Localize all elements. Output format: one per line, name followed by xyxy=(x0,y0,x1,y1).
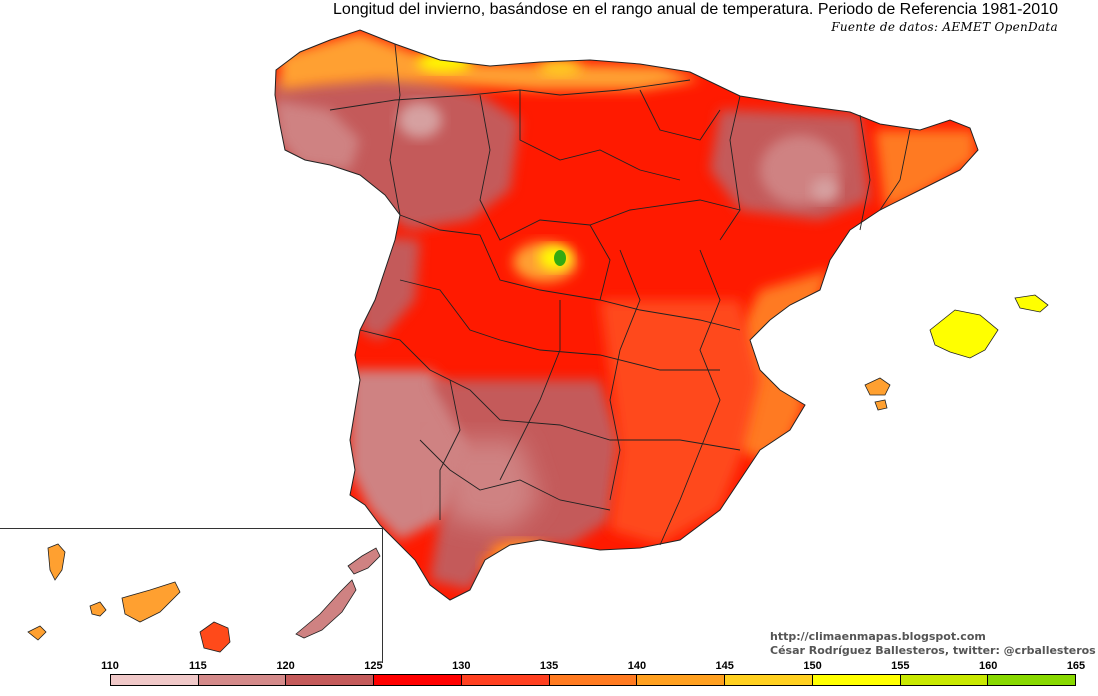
zone-cantabria-yellow xyxy=(538,60,582,76)
zone-zaragoza-pale xyxy=(811,178,839,202)
legend-segment xyxy=(988,675,1076,685)
zone-cadiz-orange xyxy=(481,555,509,575)
legend-segment xyxy=(111,675,199,685)
island-ibiza xyxy=(864,377,891,396)
map-title: Longitud del invierno, basándose en el r… xyxy=(333,1,1058,18)
legend-segment xyxy=(637,675,726,685)
mainland xyxy=(274,29,979,601)
legend-segment xyxy=(374,675,462,685)
zone-central-green xyxy=(554,250,566,266)
mainland-outline xyxy=(274,29,979,601)
legend-tick-label: 120 xyxy=(276,660,295,672)
zone-galicia-pink xyxy=(275,100,360,170)
island-tenerife xyxy=(121,581,181,623)
island-fuerteventura xyxy=(295,579,357,639)
legend-tick-label: 165 xyxy=(1066,660,1086,672)
legend-tick-label: 135 xyxy=(539,660,559,672)
legend-segment xyxy=(812,675,901,685)
legend-segment xyxy=(725,675,813,685)
legend-tick-label: 145 xyxy=(715,660,734,672)
legend-tick-label: 150 xyxy=(803,660,822,672)
island-gran-canaria xyxy=(199,621,231,653)
canary-inset-frame xyxy=(0,528,383,663)
legend-segment xyxy=(461,675,550,685)
legend-tick-label: 130 xyxy=(452,660,471,672)
zone-andalucia-pink xyxy=(440,440,540,530)
legend-segment xyxy=(900,675,989,685)
island-la-palma xyxy=(47,543,66,581)
legend-tick-label: 125 xyxy=(364,660,383,672)
legend-tick-label: 140 xyxy=(627,660,647,672)
zone-catalonia-orange xyxy=(875,130,975,210)
legend-segment xyxy=(198,675,287,685)
data-source: Fuente de datos: AEMET OpenData xyxy=(831,20,1058,34)
legend-tick-label: 160 xyxy=(978,660,998,672)
balearic-islands xyxy=(864,294,1049,411)
blog-credit: http://climaenmapas.blogspot.com xyxy=(770,630,986,643)
province-borders xyxy=(329,43,911,546)
legend-segment xyxy=(549,675,638,685)
island-menorca xyxy=(1014,294,1049,313)
island-lanzarote xyxy=(347,547,381,575)
zone-north-coast-orange xyxy=(280,32,700,90)
legend-bar xyxy=(110,674,1076,686)
island-el-hierro xyxy=(27,625,47,641)
author-credit: César Rodríguez Ballesteros, twitter: @c… xyxy=(770,644,1096,657)
zone-southeast-redorange xyxy=(600,300,760,545)
zone-malaga-orange xyxy=(490,541,550,565)
zone-leon-pale xyxy=(398,102,442,138)
legend-segment xyxy=(286,675,375,685)
legend-tick-label: 115 xyxy=(188,660,207,672)
island-formentera xyxy=(874,399,888,411)
legend-tick-label: 110 xyxy=(101,660,119,672)
island-mallorca xyxy=(929,309,999,359)
canary-islands xyxy=(27,543,381,653)
legend-tick-label: 155 xyxy=(891,660,910,672)
island-la-gomera xyxy=(89,601,107,617)
